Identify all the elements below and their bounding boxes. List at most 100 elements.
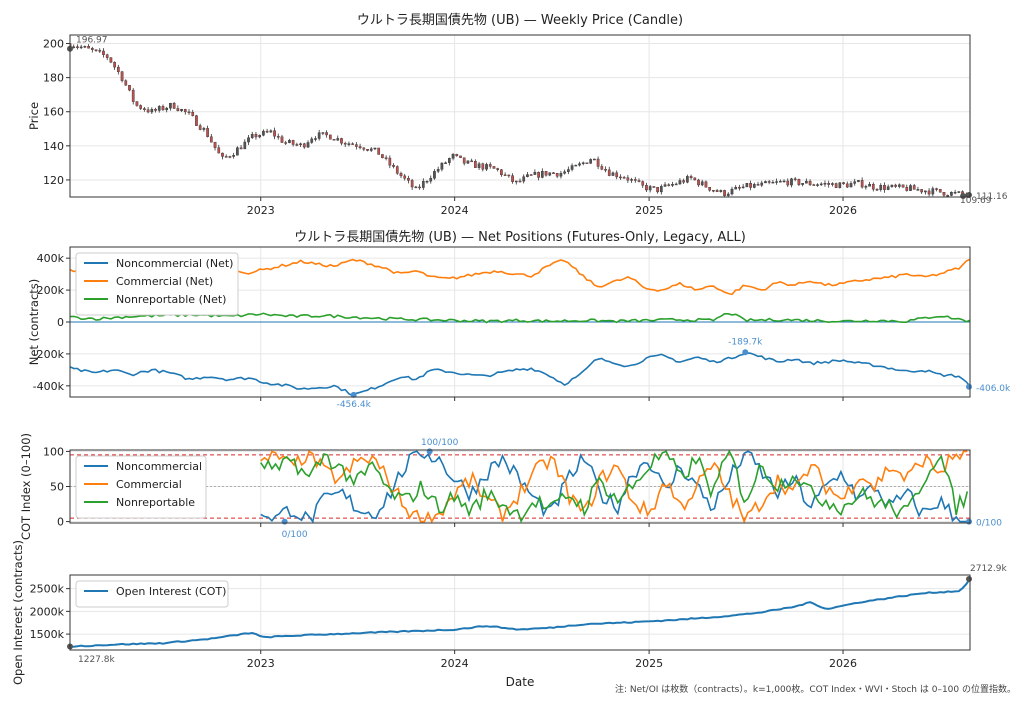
- candle-body: [180, 109, 183, 111]
- candle-body: [407, 178, 410, 181]
- price-panel: 2023 2024 2025 2026 200 180 160 140 120 ウルトラ長期国債先…: [27, 13, 1008, 217]
- candle-body: [503, 174, 507, 177]
- x-tick-label: 2026: [829, 657, 857, 670]
- candle-body: [938, 189, 942, 193]
- annotation-marker: [281, 518, 288, 525]
- candle-body: [663, 184, 667, 187]
- candle-body: [239, 147, 243, 150]
- candle-body: [224, 156, 228, 158]
- candle-body: [500, 169, 503, 176]
- annotation-label: 0/100: [976, 519, 1002, 529]
- candle-body: [76, 46, 79, 48]
- candle-body: [875, 188, 879, 191]
- candle-body: [659, 186, 663, 193]
- candle-body: [470, 160, 474, 163]
- candle-body: [291, 140, 295, 145]
- annotation-marker: [966, 383, 972, 390]
- y-tick-label: -200k: [33, 348, 65, 361]
- candle-body: [604, 169, 607, 171]
- candle-body: [526, 174, 529, 177]
- candle-body: [555, 173, 559, 177]
- candle-body: [801, 183, 804, 185]
- candle-body: [462, 157, 466, 164]
- candle-body: [485, 164, 488, 170]
- y-tick-label: -400k: [33, 380, 65, 393]
- candle-body: [265, 130, 269, 133]
- legend: Noncommercial (Net) Commercial (Net) Nonre…: [75, 252, 239, 316]
- candle-body: [871, 184, 875, 190]
- candle-body: [797, 179, 801, 185]
- candle-body: [369, 148, 373, 151]
- candle-body: [109, 57, 113, 63]
- candle-body: [143, 108, 146, 110]
- candle-body: [440, 162, 444, 170]
- candle-body: [697, 179, 700, 186]
- candle-body: [909, 185, 912, 191]
- plot-area: [70, 450, 970, 523]
- candle-body: [819, 183, 823, 186]
- candle-body: [950, 191, 953, 196]
- candle-body: [957, 191, 961, 193]
- candle-body: [860, 180, 864, 188]
- candle-body: [894, 184, 897, 187]
- candle-body: [775, 181, 778, 183]
- legend-label: Commercial: [116, 478, 182, 491]
- candle-body: [202, 128, 206, 130]
- plot-frame: [69, 34, 971, 198]
- candle-body: [566, 169, 570, 172]
- candle-body: [403, 175, 407, 179]
- candle-body: [414, 186, 418, 189]
- candle-body: [243, 141, 247, 150]
- candle-body: [273, 130, 276, 137]
- plot-area: [70, 578, 970, 648]
- candle-body: [845, 183, 849, 188]
- candle-body: [217, 147, 221, 154]
- candle-body: [87, 46, 90, 49]
- candle-body: [786, 180, 790, 186]
- candle-body: [481, 163, 485, 170]
- cot-index-panel: 100 50 0 COT Index (0–100) 100/100 0/100 0/100…: [19, 433, 1002, 540]
- candle-body: [447, 158, 451, 163]
- candle-body: [689, 176, 693, 179]
- candle-body: [589, 159, 593, 164]
- plot-frame: [69, 246, 971, 398]
- candle-body: [310, 138, 314, 143]
- candle-body: [857, 180, 860, 182]
- y-tick-label: 100: [43, 445, 64, 458]
- candle-body: [399, 173, 403, 177]
- panel-title: ウルトラ長期国債先物 (UB) — Weekly Price (Candle): [357, 13, 683, 28]
- candle-body: [518, 180, 522, 183]
- candle-body: [332, 139, 336, 141]
- candle-body: [418, 186, 421, 189]
- candle-body: [366, 149, 369, 151]
- candle-body: [280, 136, 284, 143]
- candle-body: [429, 178, 433, 182]
- candle-body: [176, 108, 180, 111]
- candle-body: [183, 109, 187, 113]
- candle-body: [154, 109, 157, 111]
- candle-body: [615, 172, 619, 178]
- candle-body: [712, 190, 715, 192]
- candle-body: [250, 134, 254, 138]
- candle-body: [306, 142, 310, 148]
- annotation-marker: [966, 575, 972, 582]
- candle-body: [607, 169, 611, 176]
- candle-body: [209, 136, 213, 143]
- candle-body: [886, 186, 890, 190]
- candle-body: [812, 184, 816, 186]
- candle-body: [674, 183, 678, 186]
- candle-body: [548, 172, 552, 176]
- candle-body: [912, 185, 916, 190]
- candle-body: [124, 80, 128, 86]
- candle-body: [704, 181, 708, 188]
- candle-body: [574, 164, 578, 167]
- x-tick-label: 2024: [441, 657, 469, 670]
- annotation-label: 100/100: [421, 438, 459, 448]
- annotation-label: 109.69: [960, 196, 992, 206]
- y-tick-label: 140: [43, 140, 64, 153]
- candle-body: [916, 189, 920, 191]
- candle-body: [883, 185, 886, 190]
- x-tick-label: 2026: [829, 204, 857, 217]
- candle-body: [596, 158, 600, 167]
